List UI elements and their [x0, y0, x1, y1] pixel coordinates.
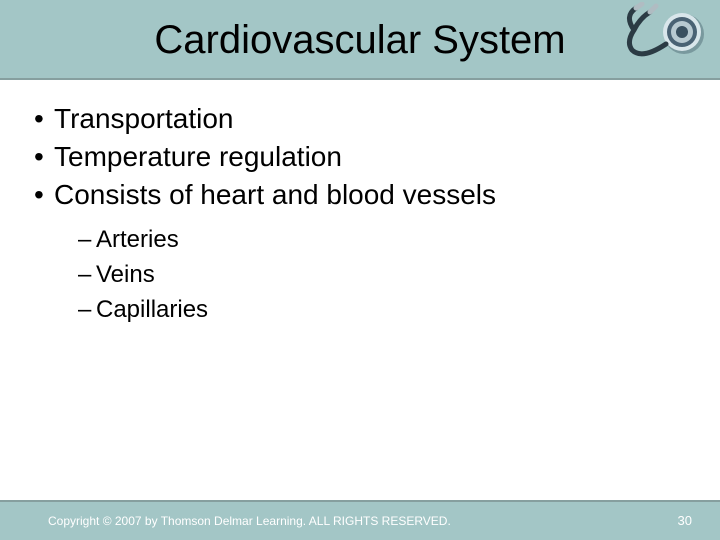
bullet-item: Temperature regulation: [34, 138, 674, 176]
slide: Cardiovascular System Transportation Tem…: [0, 0, 720, 540]
copyright-text: Copyright © 2007 by Thomson Delmar Learn…: [48, 514, 451, 528]
subbullet-item: Veins: [34, 258, 674, 293]
bullet-item: Consists of heart and blood vessels: [34, 176, 674, 214]
content-area: Transportation Temperature regulation Co…: [34, 100, 674, 328]
slide-title: Cardiovascular System: [0, 18, 720, 63]
subbullet-item: Arteries: [34, 223, 674, 258]
page-number: 30: [678, 513, 692, 528]
bullet-item: Transportation: [34, 100, 674, 138]
subbullet-item: Capillaries: [34, 293, 674, 328]
spacer: [34, 213, 674, 223]
header-divider: [0, 78, 720, 80]
